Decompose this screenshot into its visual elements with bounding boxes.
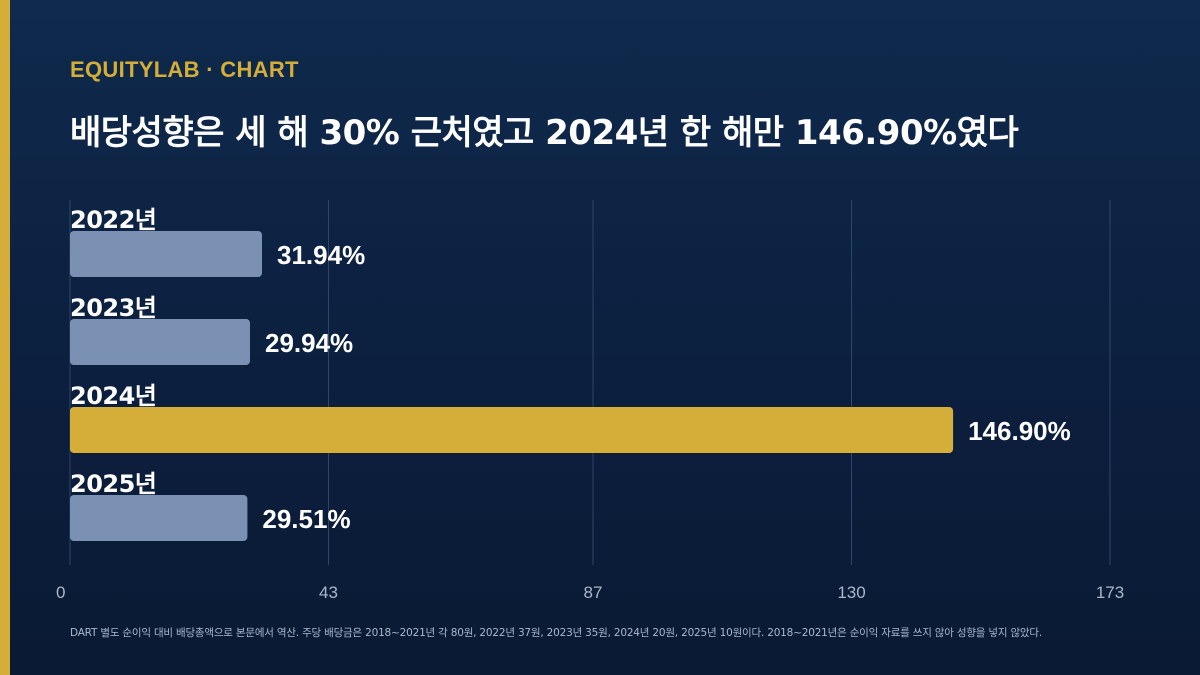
x-tick-label: 87 (584, 583, 603, 602)
category-label: 2024년 (70, 382, 156, 410)
category-label: 2022년 (70, 206, 156, 234)
x-tick-label: 43 (319, 583, 338, 602)
x-tick-label: 173 (1096, 583, 1124, 602)
category-label: 2025년 (70, 470, 156, 498)
brand-kicker: EQUITYLAB · CHART (70, 57, 299, 82)
bar (70, 407, 954, 453)
value-label: 29.94% (265, 328, 353, 358)
chart-title: 배당성향은 세 해 30% 근처였고 2024년 한 해만 146.90%였다 (70, 113, 1019, 153)
value-label: 146.90% (968, 416, 1071, 446)
value-label: 31.94% (277, 240, 365, 270)
x-tick-label: 0 (56, 583, 65, 602)
value-label: 29.51% (262, 504, 350, 534)
footnote: DART 별도 순이익 대비 배당총액으로 본문에서 역산. 주당 배당금은 2… (70, 627, 1042, 639)
left-accent-bar (0, 0, 10, 675)
bar-chart: 0 43 87 130 173 2022년 31.94% 2023년 29.94% 2024년 14… (56, 200, 1124, 602)
bar (70, 231, 263, 277)
x-tick-label: 130 (837, 583, 865, 602)
bar (70, 495, 248, 541)
bar (70, 319, 250, 365)
category-label: 2023년 (70, 294, 156, 322)
